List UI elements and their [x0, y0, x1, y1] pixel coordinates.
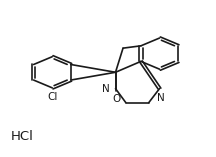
Text: Cl: Cl: [47, 92, 57, 102]
Text: O: O: [113, 94, 121, 104]
Text: HCl: HCl: [11, 130, 34, 143]
Text: N: N: [102, 84, 110, 94]
Text: N: N: [157, 93, 164, 103]
